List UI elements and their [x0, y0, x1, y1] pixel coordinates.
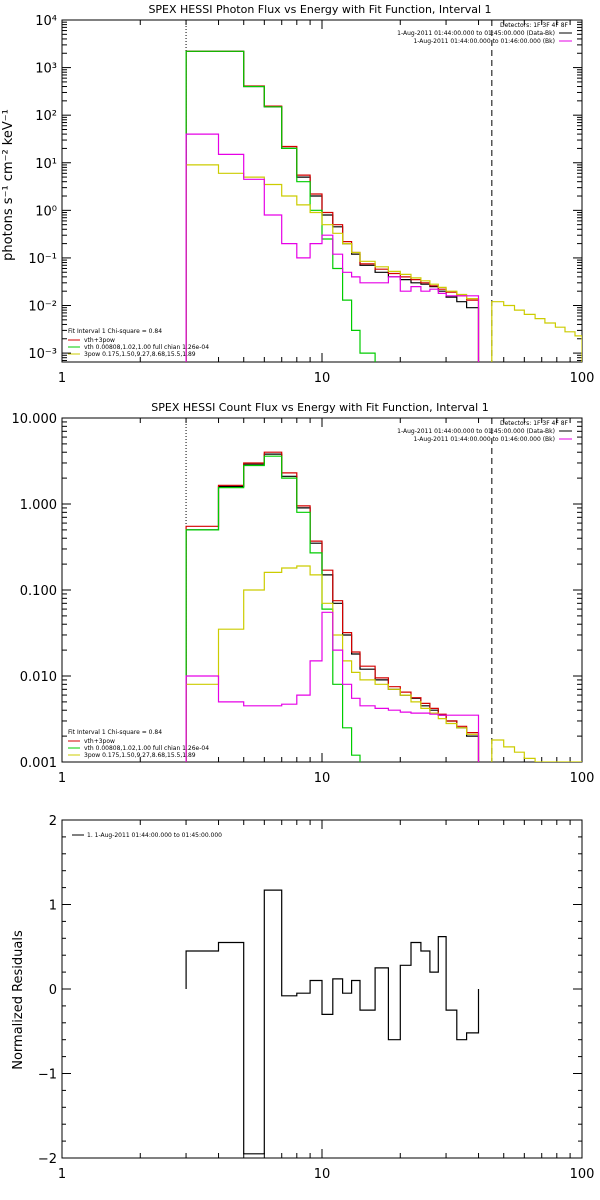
x-tick-label: 1: [58, 1167, 66, 1182]
x-tick-label: 10: [314, 771, 331, 786]
series-data-bk: [185, 50, 480, 362]
series-vth: [185, 50, 376, 362]
y-tick-label: 2: [49, 814, 57, 829]
series-vth-3pow: [185, 50, 480, 362]
panel1-y-axis-label: photons s⁻¹ cm⁻² keV⁻¹: [1, 109, 16, 261]
panel2-legend-bk-label: 1-Aug-2011 01:44:00.000 to 01:46:00.000 …: [413, 436, 555, 443]
panel1-legend-bk-label: 1-Aug-2011 01:44:00.000 to 01:46:00.000 …: [413, 38, 555, 45]
x-tick-label: 10: [314, 371, 331, 386]
panel2-fit-3pow-label: 3pow 0.175,1.50,9.27,8.68,15.5,1.89: [84, 752, 196, 759]
panel2-fit-title: Fit Interval 1 Chi-square = 0.84: [68, 729, 162, 736]
panel1-fit-vth3pow-label: vth+3pow: [84, 337, 115, 344]
x-tick-label: 10: [314, 1167, 331, 1182]
series-3pow: [185, 164, 480, 362]
panel1-detectors-text: Detectors: 1F 3F 4F 8F: [500, 22, 569, 29]
panel2-title: SPEX HESSI Count Flux vs Energy with Fit…: [151, 401, 488, 414]
series-1-1-aug-2011-01-44-00-000-to-01-45-00-000: [185, 889, 480, 1155]
y-tick-label: 10¹: [35, 157, 57, 172]
y-tick-label: 10⁴: [35, 14, 57, 29]
y-tick-label: 0.001: [20, 756, 57, 771]
panel1-legend-data-bk-label: 1-Aug-2011 01:44:00.000 to 01:45:00.000 …: [397, 30, 555, 37]
y-tick-label: 10³: [35, 62, 57, 77]
series-3pow-tail: [491, 301, 582, 362]
series-vth-3pow: [185, 451, 480, 762]
y-tick-label: −2: [38, 1152, 57, 1167]
photon-flux-panel: SPEX HESSI Photon Flux vs Energy with Fi…: [1, 3, 594, 386]
panel2-fit-vth-label: vth 0.00808,1.02,1.00 full chian 1.26e-0…: [84, 745, 209, 752]
panel2-detectors-text: Detectors: 1F 3F 4F 8F: [500, 420, 569, 427]
count-flux-panel: SPEX HESSI Count Flux vs Energy with Fit…: [12, 401, 595, 786]
series-vth: [185, 455, 361, 762]
series-3pow: [185, 565, 480, 762]
panel2-legend-data-bk-label: 1-Aug-2011 01:44:00.000 to 01:45:00.000 …: [397, 428, 555, 435]
panel1-fit-title: Fit Interval 1 Chi-square = 0.84: [68, 328, 162, 335]
series-3pow-tail: [491, 739, 582, 762]
panel1-fit-vth-label: vth 0.00808,1.02,1.00 full chian 1.26e-0…: [84, 344, 209, 351]
y-tick-label: 10⁻²: [28, 300, 57, 315]
y-tick-label: 1.000: [20, 498, 57, 513]
panel1-fit-legend: Fit Interval 1 Chi-square = 0.84 vth+3po…: [68, 328, 209, 358]
x-tick-label: 1: [58, 771, 66, 786]
y-tick-label: 0.100: [20, 584, 57, 599]
panel2-header-legend: Detectors: 1F 3F 4F 8F 1-Aug-2011 01:44:…: [397, 420, 572, 443]
y-tick-label: 10⁻¹: [28, 252, 57, 267]
x-tick-label: 100: [570, 371, 595, 386]
y-tick-label: 1: [49, 899, 57, 914]
panel2-fit-vth3pow-label: vth+3pow: [84, 738, 115, 745]
series-bk: [185, 133, 480, 362]
y-tick-label: 10⁰: [35, 204, 57, 219]
panel3-legend: 1. 1-Aug-2011 01:44:00.000 to 01:45:00.0…: [72, 832, 222, 839]
x-tick-label: 1: [58, 371, 66, 386]
y-tick-label: 10⁻³: [28, 347, 57, 362]
x-tick-label: 100: [570, 771, 595, 786]
y-tick-label: 0.010: [20, 670, 57, 685]
panel1-fit-3pow-label: 3pow 0.175,1.50,9.27,8.68,15.5,1.89: [84, 351, 196, 358]
panel1-title: SPEX HESSI Photon Flux vs Energy with Fi…: [148, 3, 491, 16]
residuals-panel: Normalized Residuals 1. 1-Aug-2011 01:44…: [11, 814, 594, 1182]
panel1-header-legend: Detectors: 1F 3F 4F 8F 1-Aug-2011 01:44:…: [397, 22, 572, 45]
series-bk: [185, 611, 480, 762]
x-tick-label: 100: [570, 1167, 595, 1182]
y-tick-label: 10²: [35, 109, 57, 124]
panel1-frame: [61, 19, 583, 363]
y-tick-label: −1: [38, 1068, 57, 1083]
y-tick-label: 10.000: [12, 412, 58, 427]
panel3-y-axis-label: Normalized Residuals: [11, 930, 26, 1070]
y-tick-label: 0: [49, 983, 57, 998]
panel3-legend-label: 1. 1-Aug-2011 01:44:00.000 to 01:45:00.0…: [87, 832, 222, 839]
panel2-fit-legend: Fit Interval 1 Chi-square = 0.84 vth+3po…: [68, 729, 209, 759]
